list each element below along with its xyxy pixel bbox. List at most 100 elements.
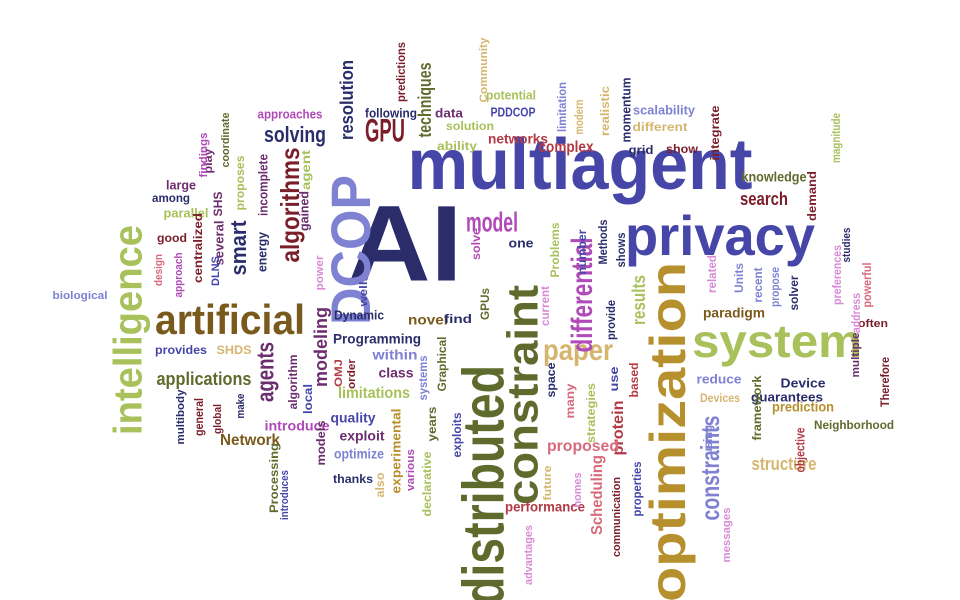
word-design: design <box>153 254 165 286</box>
word-grid: grid <box>629 143 654 157</box>
word-show: show <box>666 142 699 156</box>
word-large: large <box>166 177 196 192</box>
word-several: several <box>211 221 226 266</box>
word-pddcop: PDDCOP <box>491 104 536 119</box>
word-parallel: parallel <box>164 205 209 220</box>
word-quality: quality <box>331 410 376 426</box>
word-use: use <box>607 366 621 391</box>
word-ability: ability <box>437 139 477 153</box>
word-advantages: advantages <box>523 525 535 585</box>
word-optimization: optimization <box>640 262 696 600</box>
word-reduce: reduce <box>697 371 742 386</box>
word-local: local <box>301 384 315 414</box>
word-gpus: GPUs <box>478 288 492 320</box>
word-exploit: exploit <box>340 428 385 444</box>
word-predictions: predictions <box>394 42 408 102</box>
word-gpu: GPU <box>365 112 405 148</box>
word-make: make <box>235 394 247 419</box>
word-system: system <box>692 315 862 367</box>
word-solution: solution <box>446 119 494 133</box>
word-prediction: prediction <box>772 399 834 415</box>
word-realistic: realistic <box>598 86 612 136</box>
word-differential: differential <box>566 238 599 353</box>
word-thanks: thanks <box>333 472 373 486</box>
word-good: good <box>157 231 187 245</box>
word-general: general <box>192 398 206 436</box>
word-momentum: momentum <box>618 78 633 143</box>
word-complex: complex <box>539 139 594 156</box>
word-neighborhood: Neighborhood <box>814 418 894 432</box>
word-among: among <box>152 191 190 205</box>
word-homes: homes <box>572 473 584 508</box>
word-network: Network <box>220 432 280 449</box>
word-limitations: limitations <box>338 385 410 402</box>
word-communication: communication <box>611 477 623 557</box>
word-various: various <box>405 449 417 491</box>
word-multibody: multibody <box>175 389 187 445</box>
word-results: results <box>629 275 649 325</box>
word-exploits: exploits <box>450 412 464 457</box>
word-data: data <box>435 105 464 120</box>
word-shs: SHS <box>211 192 225 217</box>
word-demand: demand <box>805 171 819 221</box>
word-integrate: integrate <box>708 105 722 160</box>
word-dynamic: Dynamic <box>334 307 384 322</box>
word-techniques: techniques <box>415 63 435 138</box>
word-networks: networks <box>488 131 548 147</box>
word-different: different <box>633 120 688 134</box>
word-provides: provides <box>155 343 207 357</box>
word-one: one <box>509 235 534 250</box>
word-future: future <box>542 466 554 501</box>
word-structure: structure <box>752 454 817 474</box>
word-agent: agent <box>299 150 313 190</box>
word-agents: agents <box>252 342 279 402</box>
word-approaches: approaches <box>258 106 323 121</box>
word-device: Device <box>781 375 826 390</box>
word-also: also <box>373 473 387 498</box>
word-propose: propose <box>768 267 782 307</box>
word-protein: protein <box>610 401 627 456</box>
word-constraints: constraints <box>695 416 725 521</box>
word-multiple: multiple <box>850 333 862 378</box>
word-following: following <box>365 105 417 120</box>
word-modeling: modeling <box>311 307 331 387</box>
word-shows: shows <box>614 232 628 267</box>
word-search: search <box>740 189 788 209</box>
word-play: play <box>201 148 215 173</box>
word-resolution: resolution <box>337 60 357 140</box>
word-constraint: constraint <box>499 285 548 505</box>
word-applications: applications <box>157 369 252 389</box>
word-objective: objective <box>792 428 807 473</box>
word-distributed: distributed <box>451 365 516 600</box>
word-coordinate: coordinate <box>220 113 232 168</box>
word-algorithms: algorithms <box>275 148 305 263</box>
word-space: space <box>544 362 558 397</box>
word-units: Units <box>732 263 746 293</box>
word-recent: recent <box>751 268 765 303</box>
word-strategies: strategies <box>584 383 598 443</box>
word-paper: paper <box>543 334 613 367</box>
word-power: power <box>314 255 326 291</box>
word-energy: energy <box>254 231 269 272</box>
word-dcop: DCOP <box>319 175 382 325</box>
word-problems: Problems <box>548 222 562 277</box>
word-introduces: introduces <box>279 470 291 520</box>
word-model: model <box>466 206 518 237</box>
word-address: address <box>849 293 863 333</box>
word-shds: SHDS <box>217 343 252 357</box>
word-methods: Methods <box>596 219 610 264</box>
word-centralized: centralized <box>191 213 205 283</box>
word-number: number <box>575 229 589 274</box>
word-omj: OMJ <box>333 359 345 387</box>
word-processing: Processing <box>267 443 281 513</box>
word-modern: modern <box>572 100 586 135</box>
word-well: well <box>358 282 370 308</box>
word-scalability: scalability <box>633 102 696 117</box>
word-performance: performance <box>505 499 585 515</box>
word-current: current <box>538 286 552 326</box>
word-introduce: introduce <box>265 418 330 434</box>
word-knowledge: knowledge <box>742 169 807 185</box>
word-solving: solving <box>264 122 326 147</box>
word-declarative: declarative <box>420 451 434 516</box>
